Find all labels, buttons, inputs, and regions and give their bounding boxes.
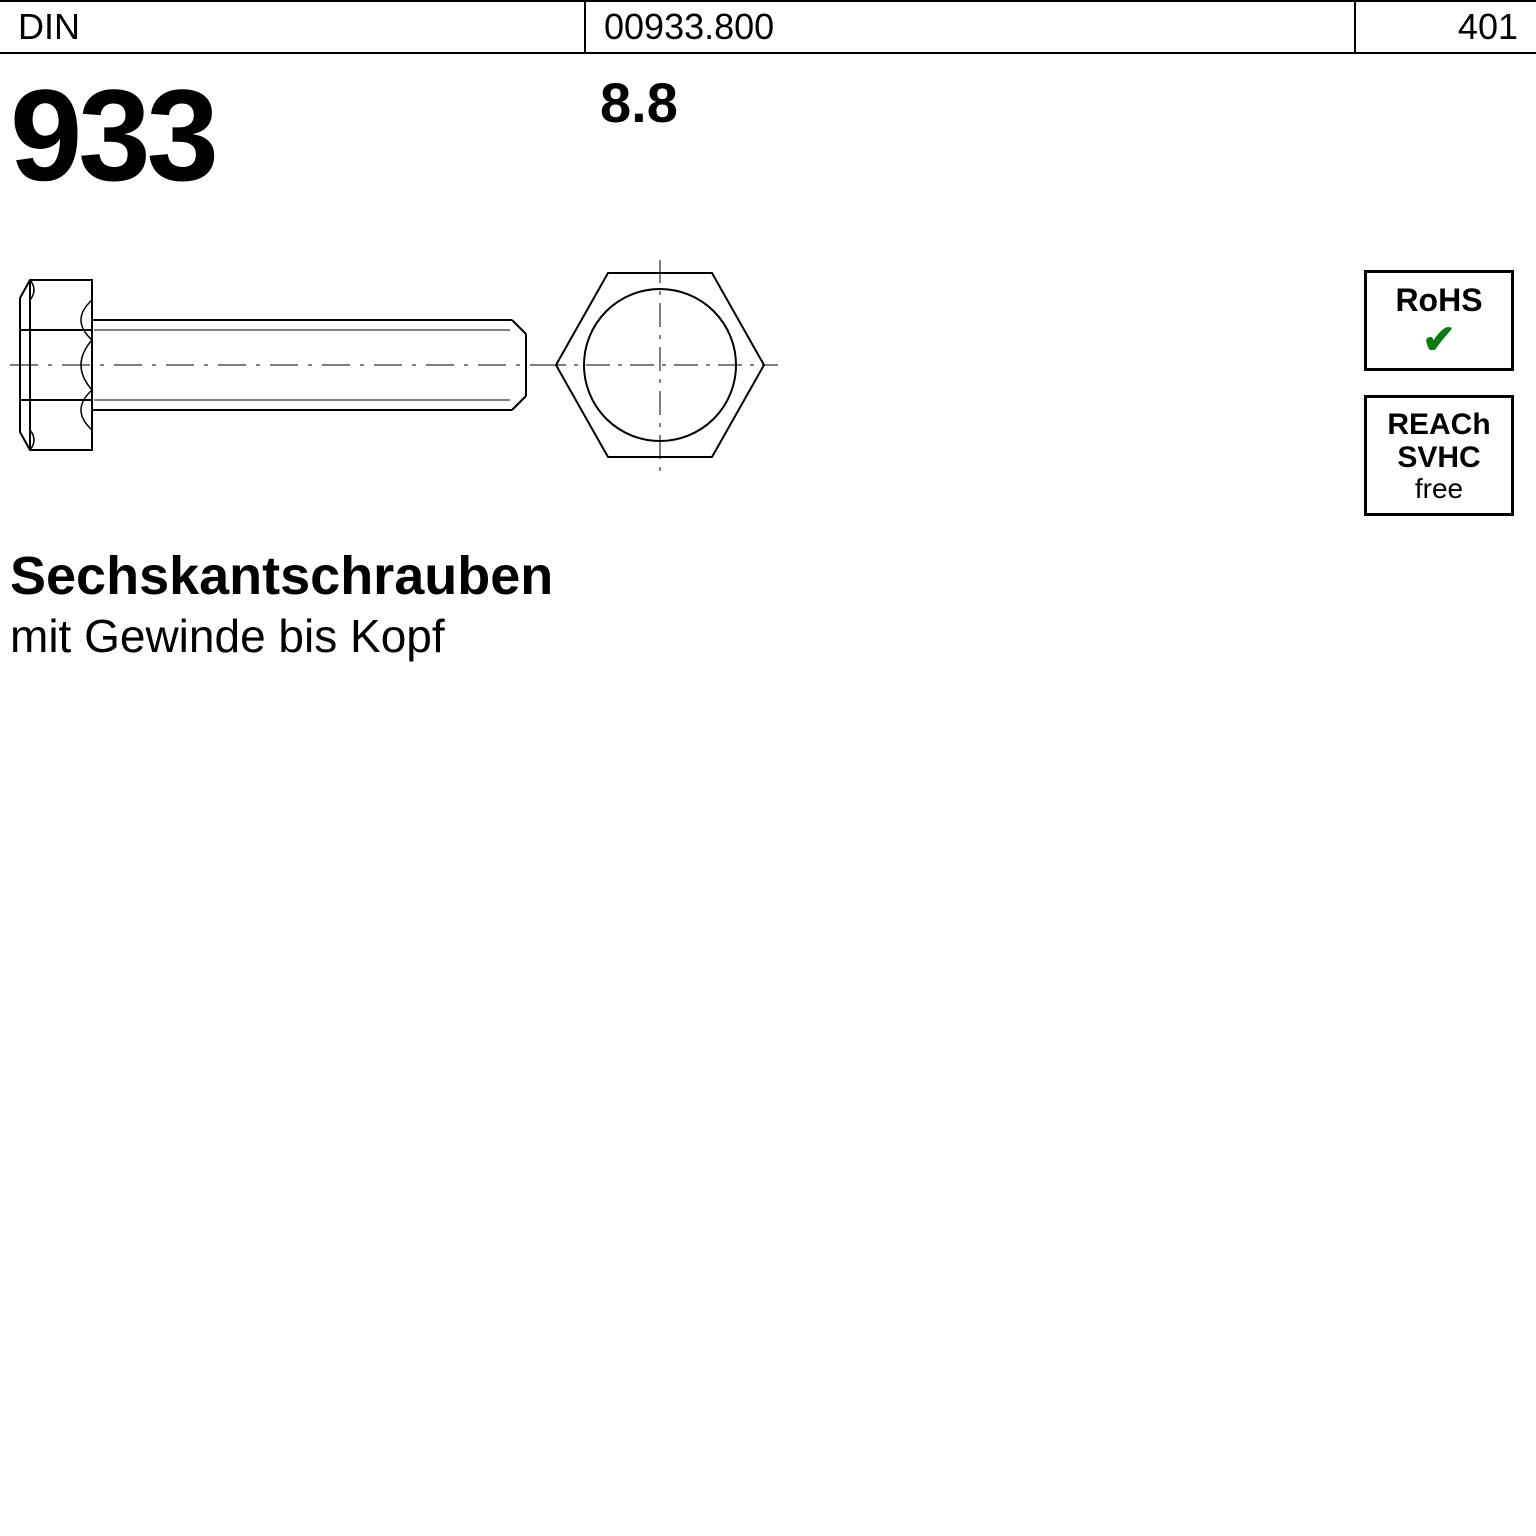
header-ref: 401 — [1356, 2, 1536, 52]
reach-line-3: free — [1371, 474, 1507, 505]
header-standard: DIN — [0, 2, 586, 52]
header-code: 00933.800 — [586, 2, 1356, 52]
bolt-diagram — [10, 260, 830, 480]
page: DIN 00933.800 401 933 8.8 — [0, 0, 1536, 1536]
title-line-1: Sechskantschrauben — [10, 545, 553, 607]
hex-front-icon — [542, 260, 778, 471]
rohs-label: RoHS — [1371, 283, 1507, 318]
bolt-diagram-svg — [10, 260, 830, 480]
reach-line-1: REACh — [1371, 408, 1507, 441]
title-block: Sechskantschrauben mit Gewinde bis Kopf — [10, 545, 553, 663]
rohs-badge: RoHS ✔ — [1364, 270, 1514, 371]
strength-grade: 8.8 — [600, 70, 678, 135]
title-line-2: mit Gewinde bis Kopf — [10, 609, 553, 663]
din-number: 933 — [10, 60, 215, 210]
compliance-badges: RoHS ✔ REACh SVHC free — [1364, 270, 1514, 516]
reach-badge: REACh SVHC free — [1364, 395, 1514, 516]
header-row: DIN 00933.800 401 — [0, 0, 1536, 54]
check-icon: ✔ — [1371, 320, 1507, 360]
reach-line-2: SVHC — [1371, 441, 1507, 474]
